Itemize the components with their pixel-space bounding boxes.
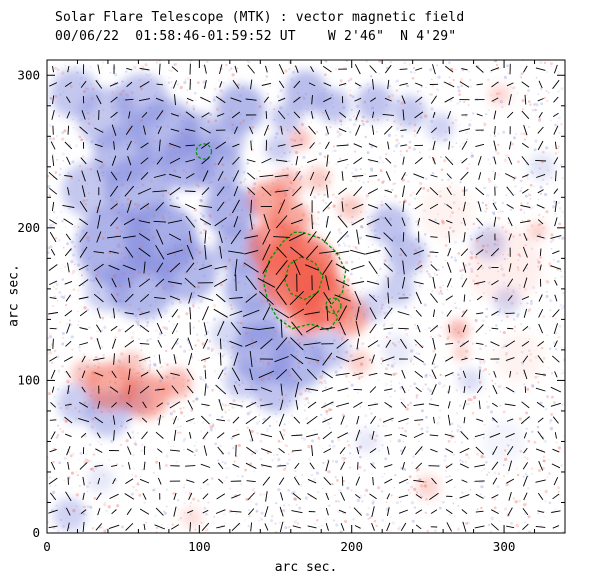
x-tick-label: 0 (43, 539, 51, 554)
y-tick-label: 300 (17, 67, 40, 82)
field-vectors (48, 63, 562, 533)
x-axis-label: arc sec. (274, 560, 338, 575)
x-tick-label: 100 (188, 539, 211, 554)
noise-speckle (47, 60, 565, 533)
y-axis-label: arc sec. (6, 264, 22, 327)
y-tick-label: 0 (32, 525, 40, 540)
x-tick-label: 300 (493, 539, 516, 554)
y-tick-label: 200 (17, 220, 40, 235)
y-tick-label: 100 (17, 372, 40, 387)
flare-kernel-contours (195, 143, 347, 331)
tick-labels: 0 100 200 300 0 100 200 300 (17, 67, 515, 554)
plot-frame (46, 59, 566, 534)
plot-title: Solar Flare Telescope (MTK) : vector mag… (55, 10, 465, 25)
axis-ticks (47, 60, 565, 533)
plot-subtitle: 00/06/22 01:58:46-01:59:52 UT W 2'46" N … (55, 29, 457, 44)
polarity-blobs (50, 69, 556, 532)
x-tick-label: 200 (340, 539, 363, 554)
